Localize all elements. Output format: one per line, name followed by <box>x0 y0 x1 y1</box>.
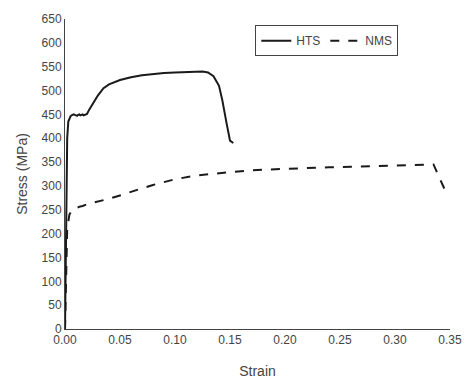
svg-text:650: 650 <box>42 12 62 26</box>
svg-text:0.10: 0.10 <box>163 333 187 347</box>
svg-text:300: 300 <box>42 179 62 193</box>
svg-text:0.00: 0.00 <box>53 333 77 347</box>
svg-text:250: 250 <box>42 203 62 217</box>
svg-text:150: 150 <box>42 251 62 265</box>
svg-text:100: 100 <box>42 275 62 289</box>
svg-text:0: 0 <box>55 322 62 336</box>
svg-text:500: 500 <box>42 84 62 98</box>
svg-text:600: 600 <box>42 36 62 50</box>
svg-text:0.15: 0.15 <box>218 333 242 347</box>
svg-text:450: 450 <box>42 108 62 122</box>
svg-text:0.35: 0.35 <box>438 333 462 347</box>
svg-text:0.30: 0.30 <box>383 333 407 347</box>
svg-text:50: 50 <box>48 298 62 312</box>
svg-text:400: 400 <box>42 131 62 145</box>
svg-text:0.05: 0.05 <box>108 333 132 347</box>
svg-text:200: 200 <box>42 227 62 241</box>
svg-text:350: 350 <box>42 155 62 169</box>
svg-text:NMS: NMS <box>365 34 392 48</box>
svg-text:Stress (MPa): Stress (MPa) <box>14 133 30 215</box>
svg-text:550: 550 <box>42 60 62 74</box>
svg-text:HTS: HTS <box>296 34 320 48</box>
svg-text:0.20: 0.20 <box>273 333 297 347</box>
svg-text:0.25: 0.25 <box>328 333 352 347</box>
svg-text:Strain: Strain <box>239 363 276 379</box>
